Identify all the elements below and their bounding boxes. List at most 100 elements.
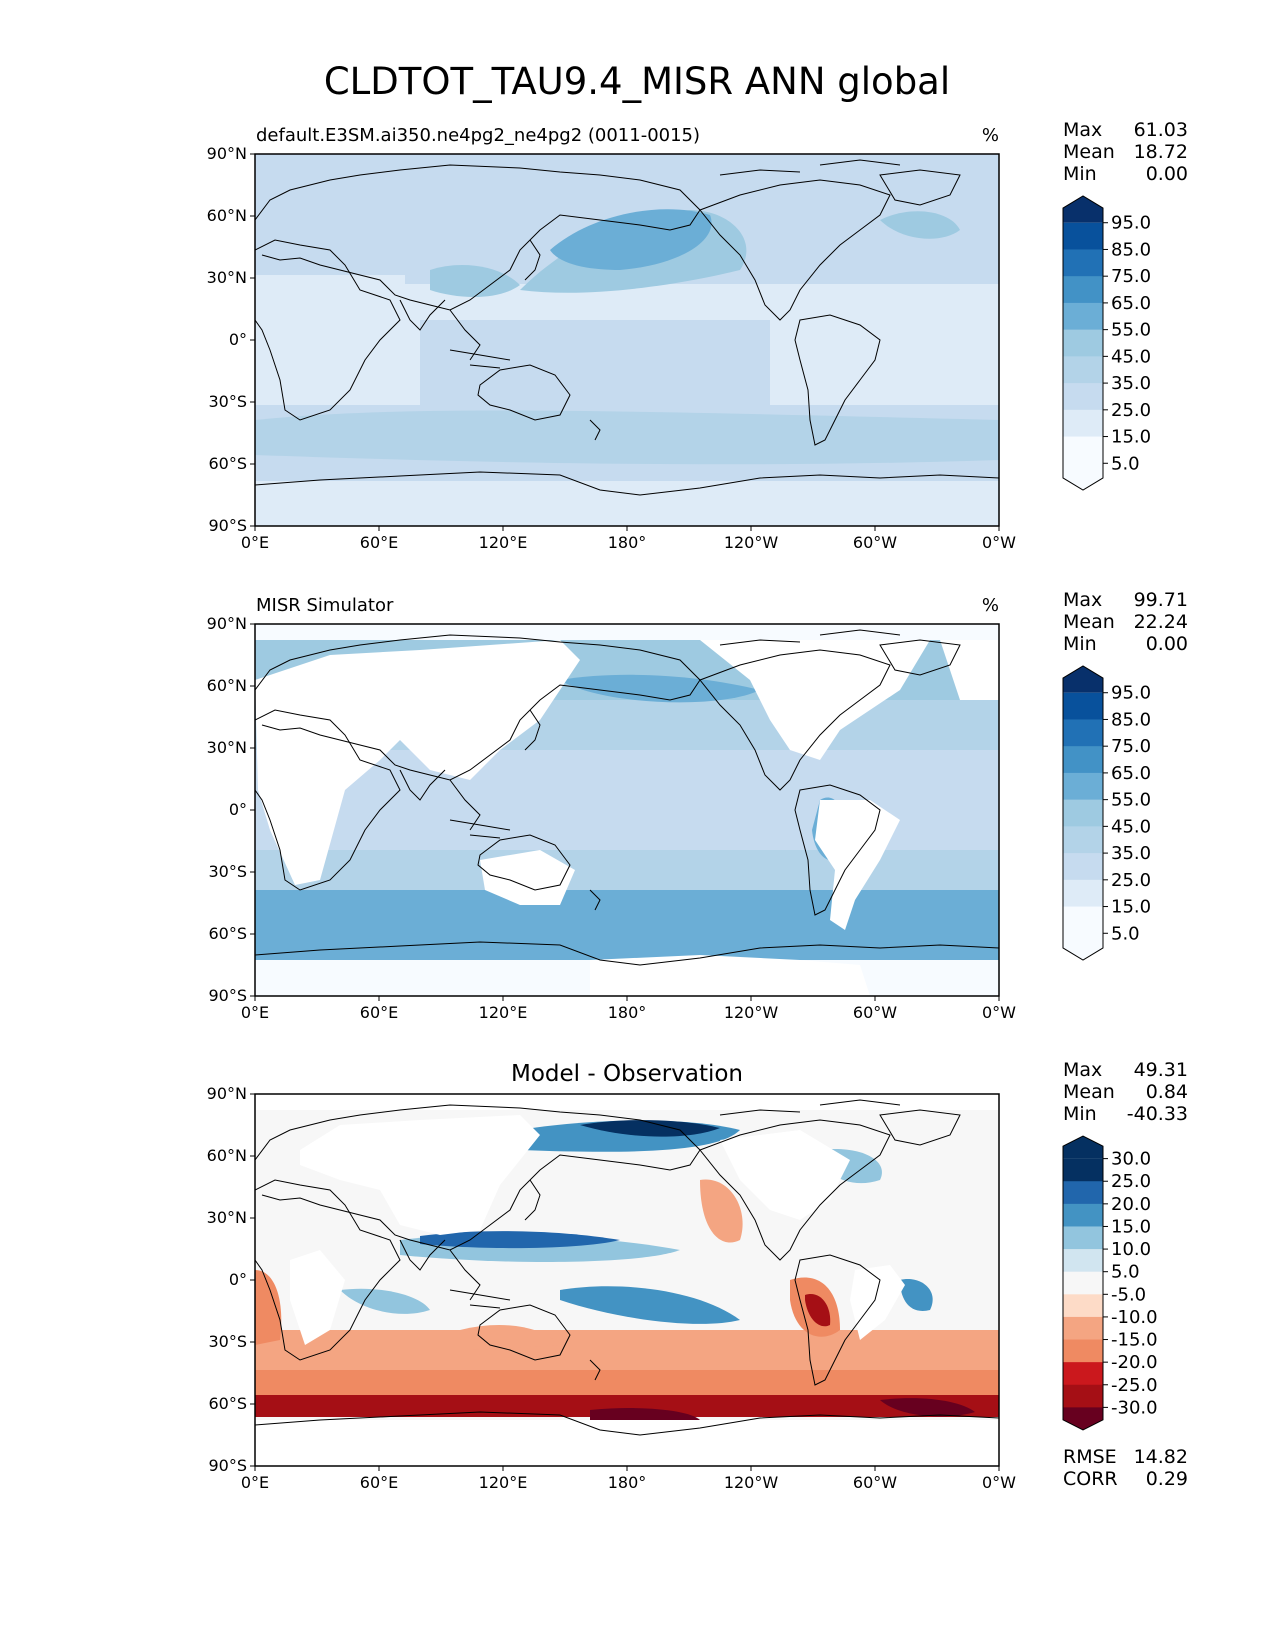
panel-observation-colorbar: 95.0 85.0 75.0 65.0 55.0 45.0 35.0 25.0 15.0 5.0 [1062, 665, 1151, 961]
y-tick-label: 60°S [208, 924, 247, 943]
colorbar-tick-label: 75.0 [1111, 266, 1151, 287]
panel-model: default.E3SM.ai350.ne4pg2_ne4pg2 (0011-0… [207, 119, 1188, 552]
field-indian-ocean-excess [340, 1288, 430, 1314]
colorbar-bin [1063, 436, 1103, 464]
colorbar-bin [1063, 826, 1103, 854]
y-tick-label: 90°S [208, 986, 247, 1005]
panel-difference-xticks: 0°E 60°E 120°E 180° 120°W 60°W 0°W [241, 1466, 1016, 1492]
colorbar-bin [1063, 249, 1103, 277]
panel-observation-stats: Max 99.71 Mean 22.24 Min 0.00 [1063, 589, 1188, 655]
colorbar-bin [1063, 356, 1103, 384]
x-tick-label: 0°E [241, 1003, 269, 1022]
land-mask [255, 640, 999, 996]
y-tick-label: 90°S [208, 516, 247, 535]
stat-mean-value: 22.24 [1134, 611, 1188, 633]
colorbar-tick-label: 85.0 [1111, 239, 1151, 260]
colorbar-extend-min [1063, 1407, 1103, 1430]
panel-difference-metrics: RMSE 14.82 CORR 0.29 [1063, 1446, 1188, 1490]
x-tick-label: 0°E [241, 1473, 269, 1492]
colorbar-outline [1062, 195, 1104, 491]
colorbar-bin [1063, 1249, 1103, 1273]
x-tick-label: 60°W [853, 1003, 897, 1022]
colorbar-tick-label: 65.0 [1111, 763, 1151, 784]
panel-model-xticks: 0°E 60°E 120°E 180° 120°W 60°W 0°W [241, 526, 1016, 552]
field-namibian-deficit [255, 1270, 282, 1345]
colorbar-tick-label: 15.0 [1111, 1216, 1151, 1237]
stat-mean-label: Mean [1063, 141, 1115, 163]
panel-difference-yticks: 90°N 60°N 30°N 0° 30°S 60°S 90°S [207, 1084, 255, 1475]
colorbar-outline [1062, 665, 1104, 961]
stat-max-label: Max [1063, 119, 1102, 141]
panel-model-colorbar: 95.0 85.0 75.0 65.0 55.0 45.0 35.0 25.0 15.0 5.0 [1062, 195, 1151, 491]
colorbar-bin [1063, 1271, 1103, 1295]
colorbar-bin [1063, 1339, 1103, 1363]
field-no-data-north [255, 1094, 999, 1110]
field-amazon-excess [900, 1279, 933, 1311]
field-north-atlantic [880, 211, 960, 239]
colorbar-bin [1063, 1158, 1103, 1182]
x-tick-label: 120°E [479, 1473, 528, 1492]
panel-model-units: % [982, 125, 999, 146]
y-tick-label: 0° [229, 1270, 247, 1289]
colorbar-tick-label: -25.0 [1111, 1375, 1158, 1396]
colorbar-extend-max [1063, 1136, 1103, 1159]
colorbar-extend-min [1063, 463, 1103, 490]
colorbar-extend-max [1063, 196, 1103, 223]
colorbar-extend-min [1063, 933, 1103, 960]
colorbar-bin [1063, 799, 1103, 827]
y-tick-label: 60°S [208, 1394, 247, 1413]
field-west-pacific-core [420, 1231, 620, 1249]
x-tick-label: 60°E [360, 533, 398, 552]
panel-observation-yticks: 90°N 60°N 30°N 0° 30°S 60°S 90°S [207, 614, 255, 1005]
field-peruvian-core [805, 1294, 831, 1327]
x-tick-label: 60°W [853, 533, 897, 552]
y-tick-label: 90°N [207, 1084, 247, 1103]
colorbar-tick-label: 10.0 [1111, 1239, 1151, 1260]
colorbar-bin [1063, 1362, 1103, 1386]
colorbar-bin [1063, 383, 1103, 411]
land-mask [290, 1115, 905, 1345]
colorbar-tick-label: 30.0 [1111, 1149, 1151, 1170]
colorbar-bin [1063, 409, 1103, 438]
colorbar-tick-label: 85.0 [1111, 709, 1151, 730]
x-tick-label: 120°W [724, 1003, 779, 1022]
x-tick-label: 60°E [360, 1473, 398, 1492]
field-australian-deficit [460, 1325, 560, 1350]
field-south-pacific-excess [560, 1286, 740, 1324]
panel-observation: MISR Simulator % [207, 589, 1188, 1022]
stat-mean-value: 0.84 [1146, 1081, 1188, 1103]
stat-min-value: 0.00 [1146, 163, 1188, 185]
colorbar-tick-label: 65.0 [1111, 293, 1151, 314]
field-southern-ocean [255, 410, 999, 465]
stat-max-value: 99.71 [1134, 589, 1188, 611]
x-tick-label: 0°W [982, 1473, 1016, 1492]
colorbar-tick-label: 15.0 [1111, 897, 1151, 918]
panel-difference-title: Model - Observation [511, 1061, 743, 1087]
field-antarctica [255, 481, 999, 526]
colorbar-tick-label: 20.0 [1111, 1194, 1151, 1215]
stat-min-label: Min [1063, 633, 1097, 655]
field-no-data-north [255, 624, 999, 640]
field-southern-band [255, 850, 999, 890]
y-tick-label: 30°N [207, 738, 247, 757]
x-tick-label: 180° [608, 1473, 647, 1492]
panel-observation-subtitle: MISR Simulator [256, 595, 394, 616]
colorbar-bin [1063, 692, 1103, 720]
y-tick-label: 60°N [207, 206, 247, 225]
colorbar-tick-label: 35.0 [1111, 373, 1151, 394]
x-tick-label: 180° [608, 533, 647, 552]
stat-max-value: 61.03 [1134, 119, 1188, 141]
x-tick-label: 0°W [982, 533, 1016, 552]
colorbar-tick-label: 25.0 [1111, 400, 1151, 421]
colorbar-bin [1063, 276, 1103, 304]
y-tick-label: 0° [229, 330, 247, 349]
field-north-pacific-core [580, 1120, 720, 1137]
x-tick-label: 60°W [853, 1473, 897, 1492]
y-tick-label: 60°N [207, 1146, 247, 1165]
stat-max-label: Max [1063, 589, 1102, 611]
colorbar-bin [1063, 879, 1103, 908]
colorbar-bin [1063, 1294, 1103, 1318]
colorbar-bin [1063, 1316, 1103, 1341]
colorbar-tick-label: 75.0 [1111, 736, 1151, 757]
colorbar-tick-label: 55.0 [1111, 790, 1151, 811]
